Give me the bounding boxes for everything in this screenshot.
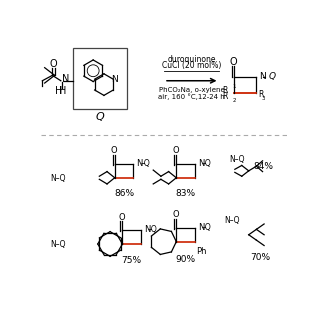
- Text: N: N: [62, 74, 70, 84]
- Text: R: R: [222, 86, 228, 95]
- Text: –Q: –Q: [202, 159, 212, 168]
- Text: O: O: [49, 59, 57, 69]
- Text: O: O: [111, 146, 117, 155]
- Text: air, 160 °C,12-24 h: air, 160 °C,12-24 h: [158, 93, 225, 100]
- Text: O: O: [172, 210, 179, 219]
- Text: R: R: [258, 90, 263, 99]
- Text: 3: 3: [262, 96, 265, 100]
- Text: 1: 1: [233, 84, 236, 89]
- Text: Q: Q: [269, 72, 276, 81]
- Text: CuCl (20 mol%): CuCl (20 mol%): [162, 61, 221, 70]
- Text: Q: Q: [96, 112, 104, 122]
- Text: N: N: [144, 225, 150, 234]
- Text: 90%: 90%: [175, 255, 196, 264]
- Text: Ph: Ph: [196, 247, 207, 256]
- Text: H: H: [59, 86, 66, 96]
- Text: N–Q: N–Q: [229, 155, 245, 164]
- Text: N: N: [136, 159, 143, 168]
- Text: 2: 2: [233, 98, 236, 103]
- Text: 83%: 83%: [175, 189, 196, 198]
- Text: duroquinone: duroquinone: [167, 55, 216, 64]
- Text: H: H: [55, 86, 62, 96]
- Text: –Q: –Q: [148, 225, 157, 234]
- Text: N: N: [198, 222, 204, 232]
- Text: N–Q: N–Q: [50, 174, 66, 183]
- Text: 75%: 75%: [122, 256, 142, 265]
- Text: N–Q: N–Q: [224, 216, 239, 225]
- Text: O: O: [118, 212, 125, 221]
- Text: PhCO₂Na, o-xylene: PhCO₂Na, o-xylene: [159, 87, 225, 93]
- Text: N: N: [198, 159, 204, 168]
- Text: N: N: [111, 76, 117, 84]
- Bar: [73, 48, 127, 109]
- Text: O: O: [229, 57, 237, 67]
- Text: 84%: 84%: [253, 163, 273, 172]
- Text: R: R: [222, 92, 228, 101]
- Text: 70%: 70%: [250, 253, 270, 262]
- Text: N–Q: N–Q: [50, 240, 66, 249]
- Text: –Q: –Q: [140, 159, 150, 168]
- Text: 86%: 86%: [114, 189, 134, 198]
- Text: O: O: [172, 146, 179, 155]
- Text: N: N: [259, 72, 266, 81]
- Text: –Q: –Q: [202, 222, 212, 232]
